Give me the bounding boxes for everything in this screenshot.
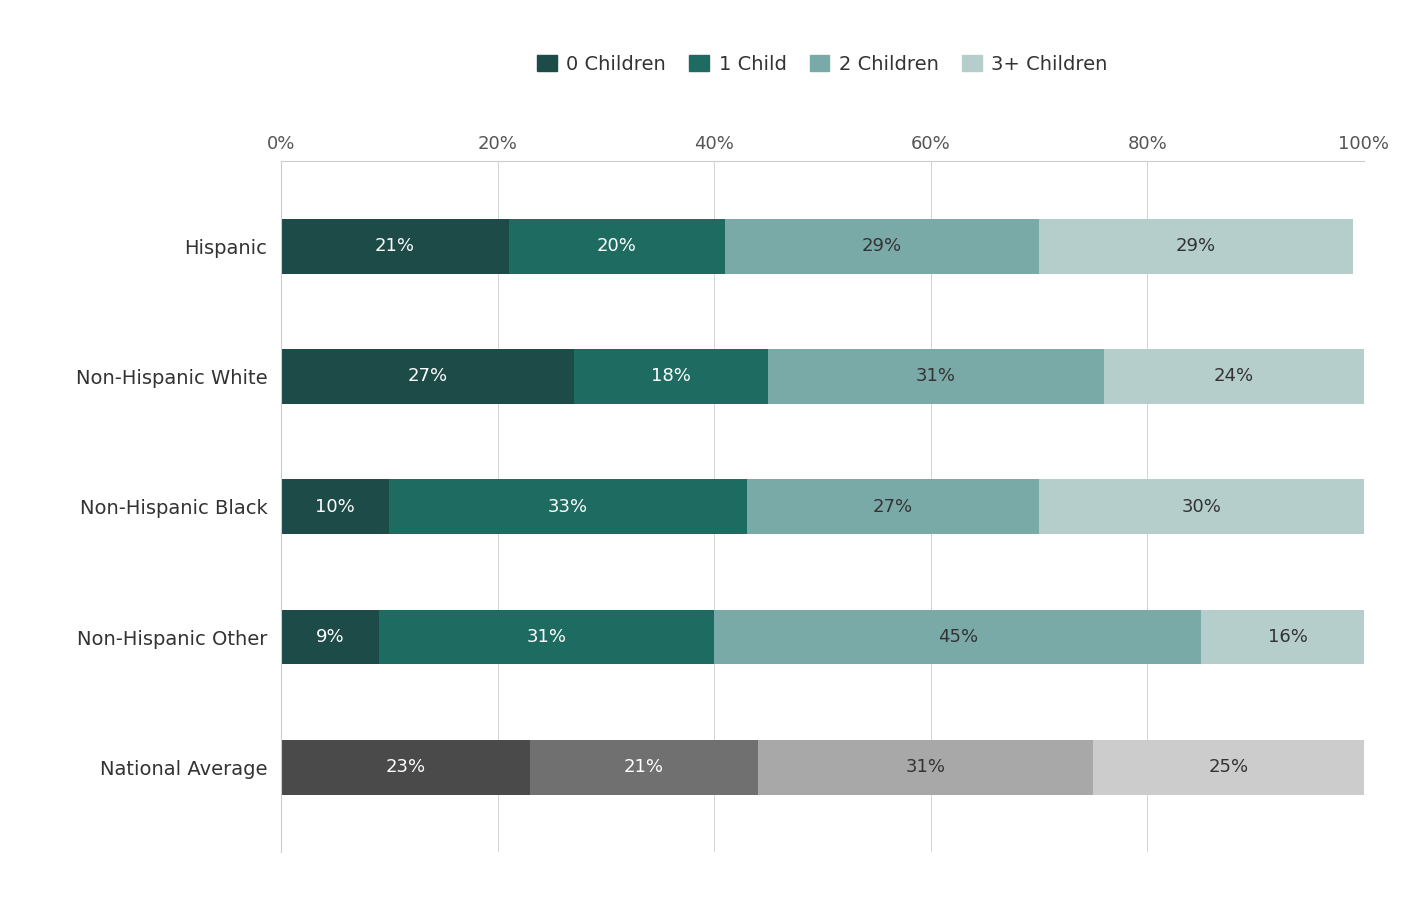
Text: 30%: 30% xyxy=(1181,498,1222,516)
Text: 24%: 24% xyxy=(1213,368,1254,386)
Text: 10%: 10% xyxy=(315,498,356,516)
Bar xyxy=(714,610,1201,665)
Text: 29%: 29% xyxy=(862,237,903,255)
Text: 16%: 16% xyxy=(1268,628,1308,646)
Bar xyxy=(281,610,378,665)
Text: 31%: 31% xyxy=(917,368,956,386)
Bar xyxy=(281,219,509,274)
Bar xyxy=(1104,349,1364,404)
Bar xyxy=(725,219,1039,274)
Bar xyxy=(574,349,768,404)
Bar xyxy=(281,479,389,535)
Bar xyxy=(1039,219,1353,274)
Bar xyxy=(509,219,725,274)
Bar xyxy=(758,740,1094,795)
Bar xyxy=(378,610,714,665)
Bar xyxy=(281,740,530,795)
Text: 31%: 31% xyxy=(905,759,945,777)
Legend: 0 Children, 1 Child, 2 Children, 3+ Children: 0 Children, 1 Child, 2 Children, 3+ Chil… xyxy=(530,47,1115,82)
Text: 9%: 9% xyxy=(315,628,344,646)
Bar xyxy=(747,479,1039,535)
Text: 25%: 25% xyxy=(1208,759,1249,777)
Bar xyxy=(1201,610,1375,665)
Bar xyxy=(389,479,747,535)
Text: 31%: 31% xyxy=(526,628,567,646)
Bar xyxy=(1039,479,1364,535)
Text: 27%: 27% xyxy=(873,498,912,516)
Text: 21%: 21% xyxy=(624,759,664,777)
Bar xyxy=(1094,740,1364,795)
Text: 23%: 23% xyxy=(385,759,426,777)
Text: 33%: 33% xyxy=(548,498,588,516)
Bar xyxy=(530,740,758,795)
Text: 29%: 29% xyxy=(1175,237,1216,255)
Text: 45%: 45% xyxy=(938,628,979,646)
Bar xyxy=(281,349,574,404)
Bar xyxy=(768,349,1104,404)
Text: 18%: 18% xyxy=(651,368,690,386)
Text: 20%: 20% xyxy=(598,237,637,255)
Text: 27%: 27% xyxy=(408,368,447,386)
Text: 21%: 21% xyxy=(375,237,415,255)
